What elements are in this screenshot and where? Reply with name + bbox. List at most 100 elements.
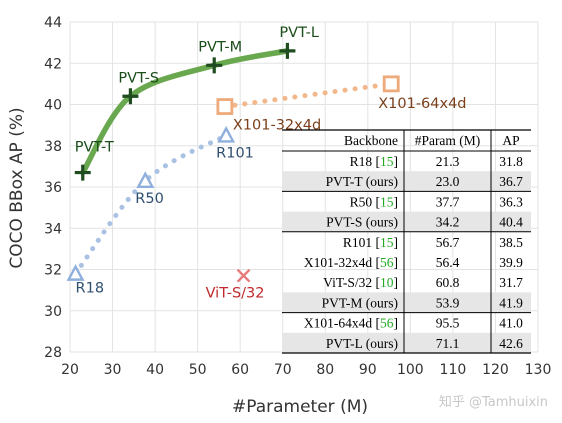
y-axis-title: COCO BBox AP (%) bbox=[7, 107, 27, 268]
backbone-name: PVT-L (ours) bbox=[326, 336, 398, 351]
table-cell-param: 53.9 bbox=[436, 295, 460, 310]
backbone-name: X101-64x4d bbox=[304, 316, 372, 331]
x-tick-label: 70 bbox=[274, 362, 292, 378]
table-cell-backbone: PVT-T (ours) bbox=[326, 174, 398, 189]
table-cell-ap: 31.8 bbox=[499, 154, 523, 169]
table-cell-backbone: R18 [15] bbox=[350, 154, 398, 169]
y-tick-label: 44 bbox=[44, 15, 62, 31]
x-tick-label: 80 bbox=[316, 362, 334, 378]
point-x101-32x4d-label: X101-32x4d bbox=[233, 118, 321, 134]
ref-bracket-close: ] bbox=[394, 235, 399, 250]
table-header-ap: AP bbox=[502, 133, 519, 148]
table-cell-ap: 39.9 bbox=[499, 255, 523, 270]
table-cell-backbone: PVT-M (ours) bbox=[322, 295, 398, 310]
ref-number: 10 bbox=[380, 275, 394, 290]
y-tick-label: 42 bbox=[44, 56, 62, 72]
table-cell-param: 34.2 bbox=[436, 215, 460, 230]
table-row-shade bbox=[282, 292, 531, 313]
y-tick-label: 32 bbox=[44, 263, 62, 279]
series-layer: PVT-T PVT-S PVT-M PVT-L R18 R50 R101 X101-32x4d… bbox=[66, 25, 467, 302]
backbone-name: PVT-S (ours) bbox=[326, 215, 398, 230]
ref-number: 56 bbox=[380, 255, 394, 270]
backbone-name: PVT-M (ours) bbox=[322, 295, 398, 310]
x-tick-label: 120 bbox=[482, 362, 509, 378]
ref-bracket-open: [ bbox=[372, 275, 380, 290]
x-tick-label: 40 bbox=[146, 362, 164, 378]
point-vit-s-32-label: ViT-S/32 bbox=[206, 286, 265, 302]
backbone-name: R101 bbox=[343, 235, 372, 250]
x-tick-label: 50 bbox=[189, 362, 207, 378]
table-cell-backbone: ViT-S/32 [10] bbox=[323, 275, 398, 290]
table-cell-backbone: X101-32x4d [56] bbox=[304, 255, 398, 270]
ref-number: 15 bbox=[380, 235, 394, 250]
table-cell-ap: 40.4 bbox=[499, 215, 523, 230]
table-cell-param: 56.7 bbox=[436, 235, 460, 250]
ref-number: 15 bbox=[380, 194, 394, 209]
point-x101-32x4d-marker bbox=[216, 98, 234, 115]
point-pvt-l-marker bbox=[279, 42, 296, 59]
series-line-resnext bbox=[222, 81, 394, 110]
x-tick-label: 20 bbox=[61, 362, 79, 378]
table-row-shade bbox=[282, 332, 531, 353]
y-tick-label: 30 bbox=[44, 304, 62, 320]
backbone-name: R50 bbox=[350, 194, 373, 209]
x-tick-label: 60 bbox=[231, 362, 249, 378]
point-x101-64x4d-marker bbox=[382, 75, 400, 93]
table-cell-param: 60.8 bbox=[436, 275, 460, 290]
point-r50-marker bbox=[136, 171, 155, 189]
table-cell-backbone: PVT-S (ours) bbox=[326, 215, 398, 230]
table-cell-param: 71.1 bbox=[436, 336, 460, 351]
y-tick-label: 36 bbox=[44, 180, 62, 196]
ref-bracket-open: [ bbox=[372, 316, 380, 331]
point-pvt-t-label: PVT-T bbox=[75, 140, 114, 156]
table-cell-ap: 42.6 bbox=[499, 336, 523, 351]
x-tick-label: 30 bbox=[104, 362, 122, 378]
table-header-backbone: Backbone bbox=[344, 133, 398, 148]
ref-bracket-close: ] bbox=[394, 316, 399, 331]
point-pvt-l-label: PVT-L bbox=[279, 25, 319, 41]
backbone-name: R18 bbox=[350, 154, 373, 169]
watermark: 知乎 @Tamhuixin bbox=[439, 394, 548, 410]
ref-bracket-open: [ bbox=[372, 255, 380, 270]
table-cell-param: 56.4 bbox=[436, 255, 460, 270]
ref-bracket-close: ] bbox=[394, 194, 399, 209]
y-tick-label: 38 bbox=[44, 139, 62, 155]
y-tick-label: 40 bbox=[44, 98, 62, 114]
backbone-name: X101-32x4d bbox=[304, 255, 372, 270]
ref-bracket-close: ] bbox=[394, 154, 399, 169]
point-r18-label: R18 bbox=[76, 281, 105, 297]
backbone-name: PVT-T (ours) bbox=[326, 174, 398, 189]
point-pvt-t-marker bbox=[74, 164, 91, 181]
x-tick-label: 90 bbox=[359, 362, 377, 378]
point-pvt-m-label: PVT-M bbox=[198, 39, 242, 55]
table-cell-param: 21.3 bbox=[436, 154, 460, 169]
x-tick-label: 110 bbox=[440, 362, 467, 378]
axes: 28 30 32 34 36 38 40 42 44 20 30 40 50 60 70 80 90 100 110… bbox=[44, 15, 551, 378]
point-pvt-m-marker bbox=[206, 57, 223, 74]
y-tick-label: 34 bbox=[44, 221, 62, 237]
x-tick-label: 100 bbox=[397, 362, 424, 378]
table-cell-ap: 36.3 bbox=[499, 194, 523, 209]
ref-bracket-close: ] bbox=[394, 255, 399, 270]
point-vit-s-32-marker bbox=[236, 268, 251, 283]
table-cell-ap: 41.0 bbox=[499, 316, 523, 331]
table-cell-ap: 41.9 bbox=[499, 295, 523, 310]
table-cell-ap: 31.7 bbox=[499, 275, 523, 290]
comparison-table: Backbone #Param (M) AP R18 [15] 21.3 31.8 PVT-… bbox=[282, 129, 531, 354]
table-cell-param: 37.7 bbox=[436, 194, 460, 209]
ref-number: 15 bbox=[380, 154, 394, 169]
table-header-param: #Param (M) bbox=[415, 133, 481, 148]
point-pvt-s-marker bbox=[122, 88, 139, 105]
table-cell-param: 23.0 bbox=[436, 174, 460, 189]
point-r18-marker bbox=[66, 264, 85, 281]
x-axis-title: #Parameter (M) bbox=[232, 397, 368, 417]
table-cell-ap: 36.7 bbox=[499, 174, 523, 189]
series-line-pvt bbox=[80, 48, 291, 176]
ref-bracket-open: [ bbox=[372, 194, 380, 209]
point-x101-64x4d-label: X101-64x4d bbox=[378, 96, 466, 112]
y-tick-label: 28 bbox=[44, 345, 62, 361]
table-cell-backbone: PVT-L (ours) bbox=[326, 336, 398, 351]
ref-bracket-close: ] bbox=[394, 275, 399, 290]
